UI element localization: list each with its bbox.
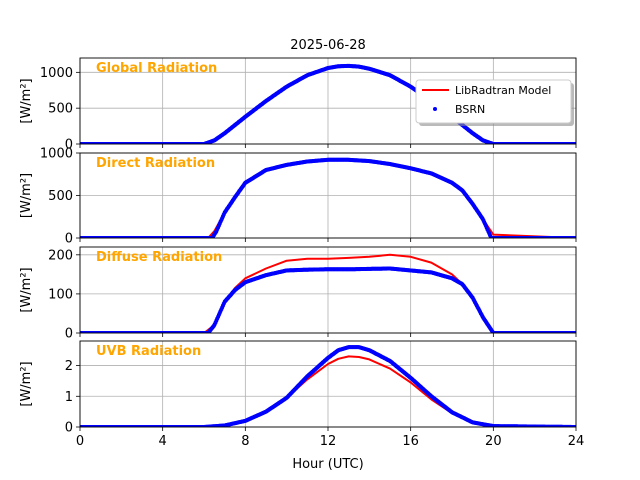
panel-title: Diffuse Radiation xyxy=(96,250,222,265)
legend-obs-swatch xyxy=(433,107,437,111)
panel-frame xyxy=(79,57,577,145)
series-points-bsrn xyxy=(80,345,576,427)
y-tick-label-0: 0 xyxy=(65,421,73,436)
y-tick-label-1000: 1000 xyxy=(40,66,73,81)
panel-direct-radiation: 0 500 1000 [W/m²] Direct Radiation xyxy=(19,147,577,247)
panel-global-radiation: 0 500 1000 [W/m²] Global Radiation xyxy=(19,57,577,153)
y-tick-label-1000: 1000 xyxy=(40,147,73,162)
legend-model-label: LibRadtran Model xyxy=(455,84,551,97)
x-tick-label-20: 20 xyxy=(485,434,502,449)
x-axis-label: Hour (UTC) xyxy=(292,457,363,472)
plot-area-global-radiation xyxy=(80,63,576,144)
y-tick-label-1: 1 xyxy=(65,390,73,405)
y-tick-label-100: 100 xyxy=(48,287,73,302)
legend-obs-label: BSRN xyxy=(455,103,485,116)
series-points-bsrn xyxy=(80,266,576,333)
x-tick-label-12: 12 xyxy=(320,434,337,449)
series-points-bsrn xyxy=(80,63,576,144)
series-points-bsrn xyxy=(80,157,576,238)
data-point xyxy=(574,425,576,427)
panel-title: Direct Radiation xyxy=(96,156,215,171)
y-tick-label-0: 0 xyxy=(65,327,73,342)
y-axis-label: [W/m²] xyxy=(19,173,34,218)
panel-frame xyxy=(79,246,577,334)
panel-title: Global Radiation xyxy=(96,61,217,76)
data-point xyxy=(574,236,576,238)
panel-title: UVB Radiation xyxy=(96,344,201,359)
y-tick-label-0: 0 xyxy=(65,232,73,247)
y-tick-label-500: 500 xyxy=(48,189,73,204)
panel-frame xyxy=(79,340,577,428)
y-axis-label: [W/m²] xyxy=(19,78,34,123)
legend: LibRadtran Model BSRN xyxy=(415,79,574,126)
y-axis-label: [W/m²] xyxy=(19,361,34,406)
x-tick-label-24: 24 xyxy=(568,434,585,449)
x-tick-label-4: 4 xyxy=(159,434,167,449)
data-point xyxy=(574,331,576,333)
plot-area-direct-radiation xyxy=(80,157,576,238)
panel-diffuse-radiation: 0 100 200 [W/m²] Diffuse Radiation xyxy=(19,246,577,342)
y-tick-label-2: 2 xyxy=(65,359,73,374)
y-tick-label-500: 500 xyxy=(48,102,73,117)
y-tick-label-200: 200 xyxy=(48,248,73,263)
y-tick-label-0: 0 xyxy=(65,138,73,153)
legend-box xyxy=(415,79,572,124)
x-tick-label-0: 0 xyxy=(76,434,84,449)
y-axis-label: [W/m²] xyxy=(19,267,34,312)
figure-title: 2025-06-28 xyxy=(290,38,366,53)
x-tick-label-16: 16 xyxy=(402,434,419,449)
plot-area-diffuse-radiation xyxy=(80,253,576,333)
panel-frame xyxy=(79,152,577,239)
x-tick-label-8: 8 xyxy=(241,434,249,449)
data-point xyxy=(574,142,576,144)
plot-area-uvb-radiation xyxy=(80,345,576,427)
